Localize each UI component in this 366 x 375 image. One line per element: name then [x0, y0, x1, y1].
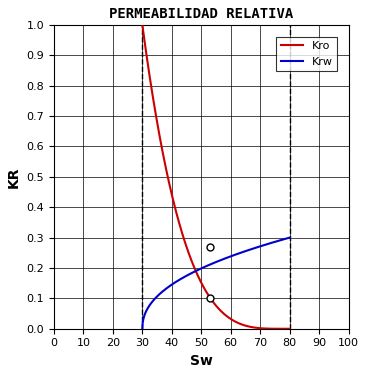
- X-axis label: Sw: Sw: [190, 354, 213, 368]
- Legend: Kro, Krw: Kro, Krw: [276, 36, 337, 71]
- Y-axis label: KR: KR: [7, 166, 21, 188]
- Title: PERMEABILIDAD RELATIVA: PERMEABILIDAD RELATIVA: [109, 7, 294, 21]
